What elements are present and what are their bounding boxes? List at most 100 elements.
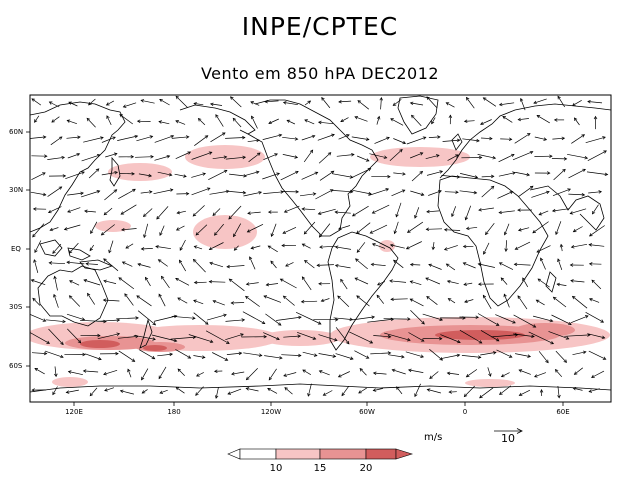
wind-vector <box>193 300 204 305</box>
wind-vector <box>517 295 528 310</box>
wind-vector-head <box>276 336 280 341</box>
wind-vector-head <box>556 282 561 287</box>
wind-vector <box>393 259 404 269</box>
wind-vector <box>81 154 101 162</box>
wind-vector <box>374 137 390 144</box>
coast-eurasia-east <box>30 101 126 233</box>
wind-vector-head <box>346 134 350 138</box>
wind-vector-head <box>192 258 197 263</box>
wind-vector-head <box>151 355 156 360</box>
wind-vector-head <box>549 154 553 159</box>
wind-vector-head <box>159 232 163 236</box>
wind-vector <box>229 278 245 292</box>
wind-vector-head <box>100 136 104 140</box>
wind-vector-head <box>489 136 493 141</box>
wind-vector-head <box>522 277 526 281</box>
wind-vector-head <box>495 322 500 326</box>
wind-vector <box>338 134 350 140</box>
wind-vector <box>65 171 85 180</box>
wind-vector <box>135 156 154 158</box>
wind-vector-head <box>155 245 159 249</box>
wind-vector-head <box>209 339 214 344</box>
wind-vector-head <box>250 101 254 105</box>
wind-vector-head <box>387 334 392 339</box>
wind-vector-head <box>601 335 606 340</box>
wind-vector-head <box>282 230 287 234</box>
wind-vector-head <box>573 117 578 122</box>
wind-vector <box>464 120 475 122</box>
wind-vector-head <box>402 140 407 145</box>
wind-vector-head <box>263 334 268 339</box>
wind-vector-head <box>301 243 306 247</box>
wind-vector-head <box>62 174 67 178</box>
wind-vector <box>194 245 203 250</box>
wind-vector <box>570 280 585 283</box>
wind-vector-head <box>334 264 339 268</box>
wind-vector <box>302 243 311 249</box>
wind-vector <box>179 260 187 272</box>
wind-vector-head <box>584 315 589 319</box>
wind-vectors <box>30 95 609 399</box>
wind-vector <box>426 228 443 230</box>
wind-vector-head <box>300 299 305 304</box>
wind-vector <box>426 96 438 109</box>
wind-vector-head <box>317 211 322 215</box>
wind-vector-head <box>185 135 190 139</box>
wind-vector-head <box>456 175 461 179</box>
wind-vector <box>50 136 63 146</box>
wind-vector-head <box>278 133 283 138</box>
wind-vector-head <box>60 341 64 346</box>
wind-vector <box>448 298 456 304</box>
wind-vector-head <box>240 333 244 337</box>
wind-vector-head <box>124 293 128 297</box>
wind-vector <box>212 156 227 160</box>
wind-vector-head <box>65 390 70 394</box>
wind-vector-head <box>246 229 251 233</box>
wind-vector <box>208 169 228 181</box>
colorbar-cell <box>239 448 277 460</box>
coast-europe <box>439 103 611 179</box>
wind-vector <box>83 137 104 143</box>
wind-vector-head <box>593 115 598 120</box>
wind-vector <box>154 155 170 161</box>
wind-vector-head <box>277 322 282 326</box>
wind-vector-head <box>443 247 448 251</box>
wind-vector-head <box>85 262 89 266</box>
wind-vector-head <box>179 247 183 251</box>
wind-vector-head <box>316 263 320 268</box>
wind-vector <box>143 208 153 217</box>
wind-vector <box>66 389 79 393</box>
wind-vector <box>248 152 261 163</box>
wind-vector-head <box>600 319 605 323</box>
wind-vector-head <box>512 320 516 324</box>
wind-vector-head <box>221 132 226 136</box>
wind-vector-head <box>498 210 503 215</box>
wind-vector-head <box>88 101 92 106</box>
wind-vector-head <box>136 119 141 124</box>
wind-vector-head <box>582 350 587 354</box>
wind-vector-head <box>268 376 273 381</box>
wind-vector-head <box>371 315 376 319</box>
wind-vector <box>118 350 135 362</box>
wind-vector <box>263 295 282 303</box>
wind-vector-head <box>414 393 418 398</box>
wind-vector <box>262 172 280 180</box>
wind-vector-head <box>529 150 534 155</box>
wind-vector <box>318 353 336 357</box>
wind-vector <box>568 193 585 196</box>
wind-vector-head <box>370 262 375 267</box>
wind-vector-head <box>367 168 372 172</box>
wind-vector-head <box>567 188 571 192</box>
wind-vector-head <box>119 389 124 394</box>
wind-vector <box>140 191 152 194</box>
wind-vector <box>212 352 228 361</box>
wind-vector-head <box>113 189 118 193</box>
wind-vector-head <box>488 373 492 377</box>
wind-vector-head <box>420 338 425 342</box>
wind-vector <box>587 101 603 104</box>
lat-axis: 60N 30N EQ 30S 60S <box>9 128 30 370</box>
wind-vector <box>143 223 149 238</box>
wind-vector-head <box>256 138 260 143</box>
wind-vector <box>499 385 511 395</box>
wind-vector <box>267 388 278 394</box>
